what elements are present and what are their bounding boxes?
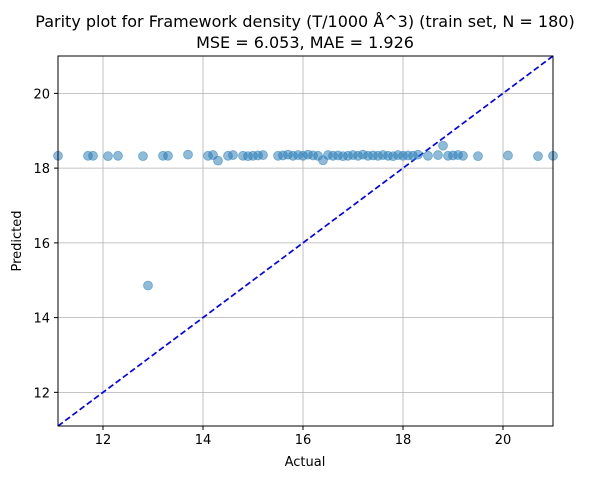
data-point — [183, 149, 193, 160]
data-point — [103, 151, 113, 162]
axis-ticks: 12 14 16 18 20 12 14 16 18 20 — [33, 87, 511, 448]
y-tick-label: 12 — [33, 386, 50, 401]
data-point — [88, 150, 98, 161]
y-tick-label: 14 — [33, 312, 50, 327]
data-point — [258, 150, 268, 160]
data-point — [138, 151, 148, 162]
data-point — [113, 150, 123, 161]
x-axis-label: Actual — [285, 455, 326, 470]
x-tick-label: 20 — [495, 433, 512, 448]
x-tick-label: 12 — [95, 433, 112, 448]
data-point — [458, 150, 468, 161]
x-tick-label: 18 — [395, 433, 412, 448]
reference-line-group — [57, 55, 554, 427]
y-tick-label: 18 — [33, 162, 50, 177]
y-axis-label: Predicted — [10, 210, 25, 271]
data-point — [213, 155, 223, 166]
grid-lines — [58, 56, 553, 426]
chart-title: Parity plot for Framework density (T/100… — [35, 12, 574, 31]
data-points — [53, 140, 558, 291]
plot-frame — [57, 55, 554, 427]
data-point — [413, 149, 423, 160]
data-point — [143, 280, 153, 291]
data-point — [533, 151, 543, 162]
x-tick-label: 14 — [195, 433, 212, 448]
data-point — [503, 150, 513, 161]
data-point — [228, 150, 238, 160]
data-point — [433, 150, 443, 160]
data-point — [423, 150, 433, 161]
y-tick-label: 16 — [33, 237, 50, 252]
y-tick-label: 20 — [33, 87, 50, 102]
parity-reference-line — [57, 55, 554, 427]
x-tick-label: 16 — [295, 433, 312, 448]
data-point — [473, 151, 483, 162]
chart-subtitle: MSE = 6.053, MAE = 1.926 — [196, 33, 414, 52]
data-point — [438, 140, 448, 151]
data-point — [163, 150, 173, 161]
